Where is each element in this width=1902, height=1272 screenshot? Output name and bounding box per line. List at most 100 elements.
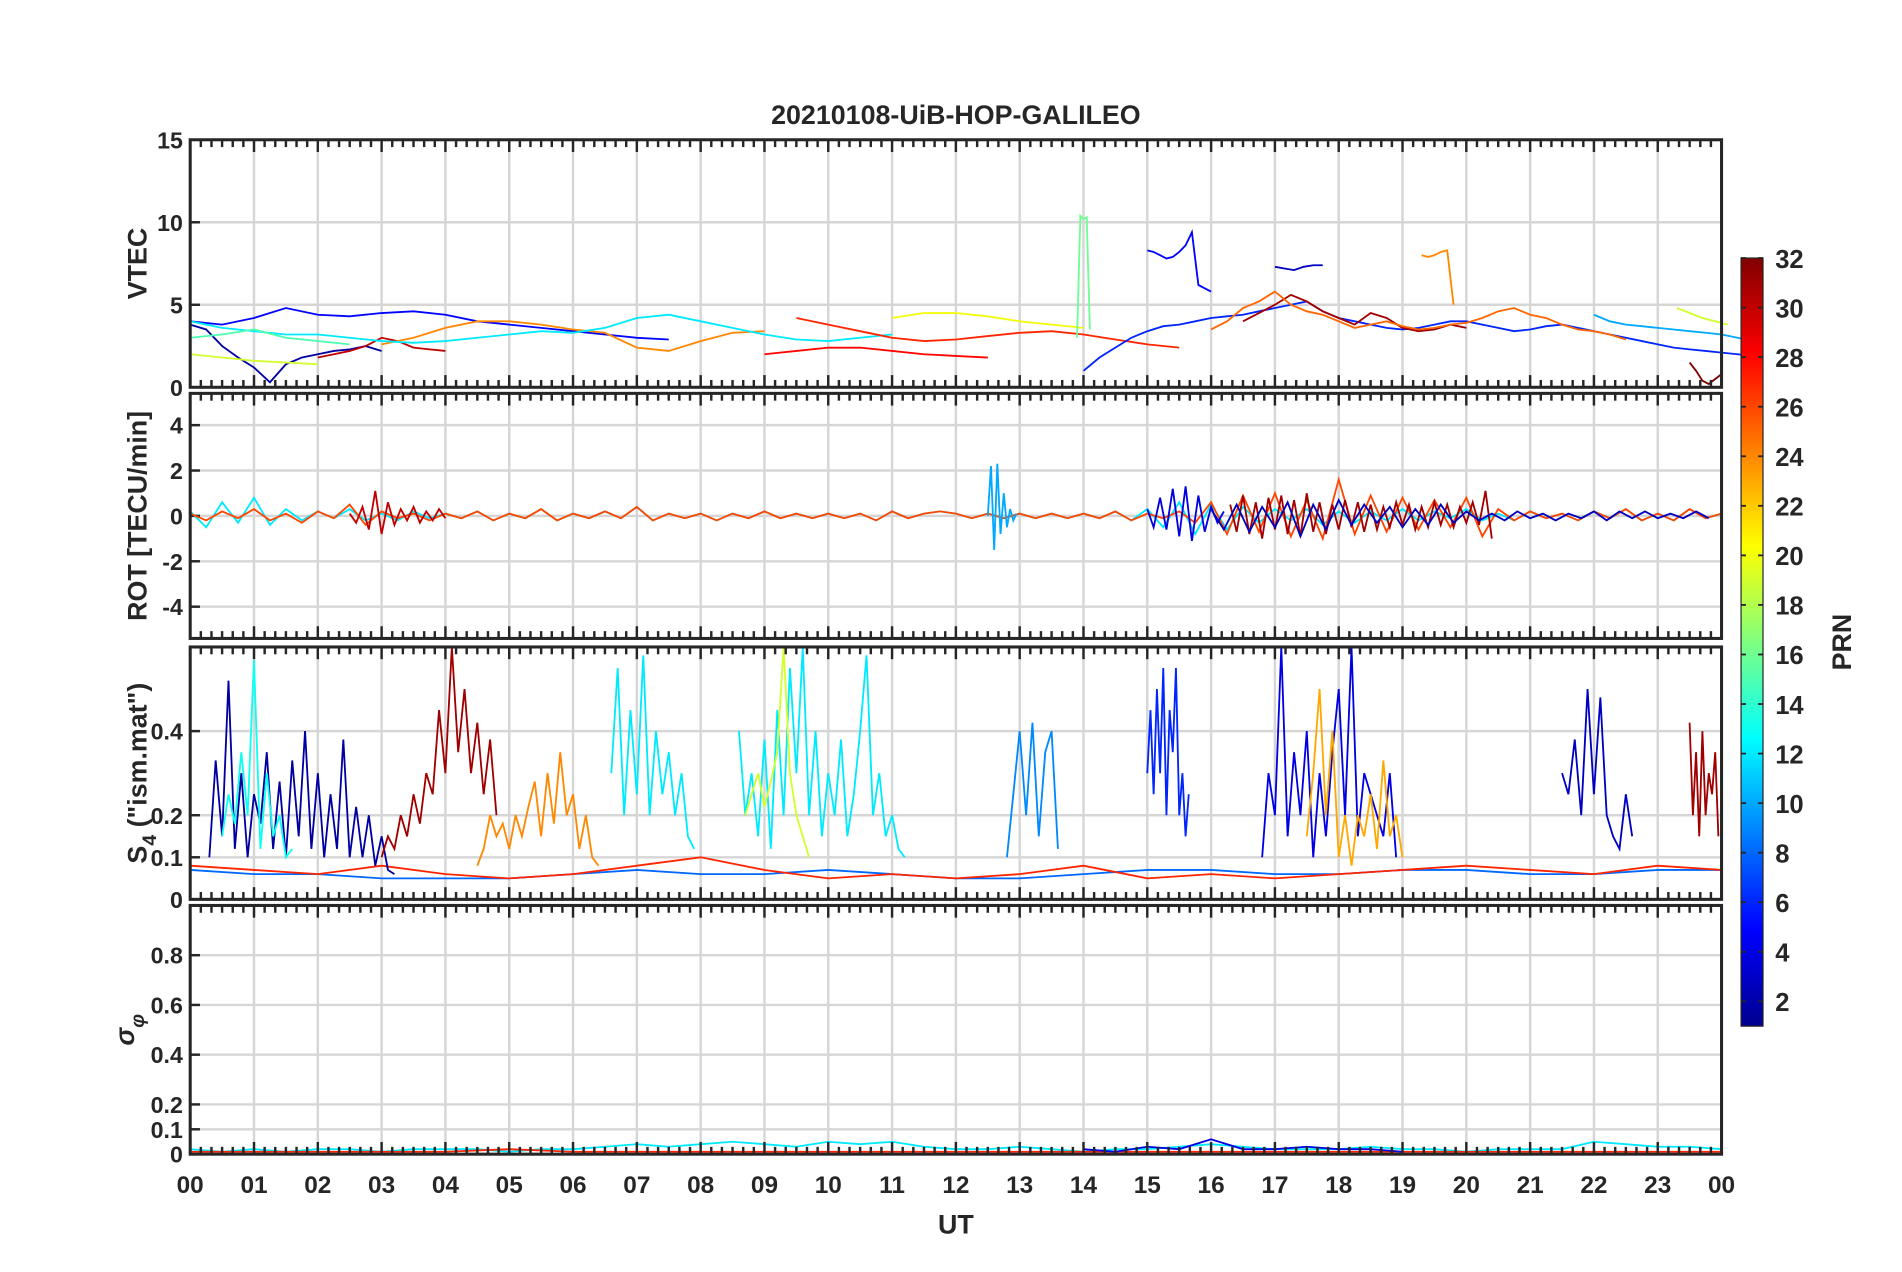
y-tick-label: 4 xyxy=(170,413,183,439)
series-line-prn-12 xyxy=(738,646,906,858)
x-tick-label: 20 xyxy=(1453,1172,1480,1199)
series-line-prn-23 xyxy=(1305,688,1404,866)
series-line-prn-24 xyxy=(1421,249,1455,305)
series-line-prn-20 xyxy=(891,312,1084,329)
series-line-prn-3 xyxy=(1210,497,1710,539)
x-tick-label: 04 xyxy=(432,1172,460,1199)
y-axis-label: VTEC xyxy=(122,228,152,300)
panel-1: -4 -2 0 2 4 ROT [TECU/min] xyxy=(122,391,1724,640)
series-line-prn-32 xyxy=(1688,361,1723,386)
series-line-prn-27 xyxy=(796,317,1180,349)
series-line-prn-10 xyxy=(986,463,1018,550)
x-tick-label: 11 xyxy=(879,1172,905,1199)
series-line-prn-5 xyxy=(190,307,669,341)
series-line-prn-12 xyxy=(610,655,696,850)
colorbar-tick-label: 8 xyxy=(1775,840,1789,868)
series-line-prn-26 xyxy=(189,476,1722,542)
y-tick-label: -4 xyxy=(162,594,183,620)
x-tick-label: 00 xyxy=(1708,1172,1735,1199)
y-tick-label: 0.1 xyxy=(151,1117,183,1143)
series-line-prn-5 xyxy=(1147,228,1212,293)
colorbar-tick-label: 10 xyxy=(1775,791,1803,819)
y-axis-label: ROT [TECU/min] xyxy=(122,411,152,621)
y-tick-label: 10 xyxy=(157,210,183,236)
y-tick-label: 0.2 xyxy=(151,803,183,829)
y-tick-label: 0.1 xyxy=(151,845,183,871)
axes-frame xyxy=(188,645,1724,901)
x-tick-label: 09 xyxy=(751,1172,778,1199)
y-tick-label: 0 xyxy=(170,503,183,529)
x-tick-label: 05 xyxy=(496,1172,523,1199)
y-tick-label: 15 xyxy=(157,127,183,153)
series-line-prn-24 xyxy=(476,752,600,867)
colorbar-tick-label: 28 xyxy=(1775,345,1803,373)
chart-title: 20210108-UiB-HOP-GALILEO xyxy=(771,100,1141,130)
y-tick-label: 0 xyxy=(170,887,183,913)
series-line-prn-3 xyxy=(1274,264,1323,272)
colorbar-gradient xyxy=(1740,257,1764,1027)
y-tick-label: 0.2 xyxy=(151,1092,183,1118)
axes-frame xyxy=(188,391,1724,640)
series-line-prn-28 xyxy=(764,346,988,359)
axes-frame xyxy=(188,138,1724,389)
x-tick-label: 02 xyxy=(304,1172,331,1199)
series-line-prn-27 xyxy=(190,856,1722,880)
series-line-prn-30 xyxy=(317,336,446,359)
y-tick-label: 0 xyxy=(170,1142,183,1168)
series-line-prn-12 xyxy=(190,313,893,344)
x-tick-label: 22 xyxy=(1580,1172,1607,1199)
series-line-prn-24 xyxy=(381,320,765,352)
colorbar-tick-label: 32 xyxy=(1775,246,1803,274)
series-line-prn-3 xyxy=(1561,688,1634,852)
axes-frame xyxy=(188,903,1724,1156)
series-line-prn-15 xyxy=(190,328,350,346)
colorbar-tick-label: 14 xyxy=(1775,692,1804,720)
x-tick-label: 06 xyxy=(559,1172,586,1199)
x-tick-label: 01 xyxy=(240,1172,267,1199)
series-line-prn-13 xyxy=(221,659,293,860)
y-tick-label: 5 xyxy=(170,292,183,318)
y-axis-label: σφ xyxy=(110,1014,149,1046)
y-tick-label: -2 xyxy=(162,549,183,575)
series-line-prn-19 xyxy=(1676,307,1729,326)
x-tick-label: 14 xyxy=(1070,1172,1098,1199)
series-line-prn-6 xyxy=(1146,668,1190,837)
series-line-prn-2 xyxy=(208,680,395,875)
series-line-prn-4 xyxy=(1146,486,1225,542)
x-tick-label: 17 xyxy=(1261,1172,1288,1199)
series-line-prn-31 xyxy=(380,646,498,858)
x-axis-label: UT xyxy=(938,1209,974,1239)
y-tick-label: 0.4 xyxy=(151,719,183,745)
x-tick-label: 15 xyxy=(1134,1172,1161,1199)
y-tick-label: 0.4 xyxy=(151,1042,183,1068)
colorbar-tick-label: 24 xyxy=(1775,444,1804,472)
panel-2: 0 0.1 0.2 0.4S4 ("ism.mat") xyxy=(122,645,1724,913)
x-tick-label: 10 xyxy=(815,1172,842,1199)
colorbar-tick-label: 16 xyxy=(1775,642,1803,670)
x-tick-label: 08 xyxy=(687,1172,714,1199)
series-line-prn-2 xyxy=(189,323,382,384)
series-line-prn-16 xyxy=(1076,213,1091,338)
series-line-prn-9 xyxy=(1006,722,1059,858)
panel-0: 0 5 10 15 VTEC xyxy=(122,127,1754,401)
x-tick-label: 19 xyxy=(1389,1172,1416,1199)
colorbar-tick-label: 22 xyxy=(1775,494,1803,522)
y-axis-label: S4 ("ism.mat") xyxy=(122,683,161,864)
colorbar-tick-label: 26 xyxy=(1775,394,1803,422)
colorbar-tick-label: 12 xyxy=(1775,741,1803,769)
colorbar-tick-label: 4 xyxy=(1775,940,1790,968)
x-tick-label: 23 xyxy=(1644,1172,1671,1199)
x-tick-label: 18 xyxy=(1325,1172,1352,1199)
series-line-prn-31 xyxy=(1688,722,1720,837)
x-tick-label: 07 xyxy=(623,1172,650,1199)
x-tick-label: 16 xyxy=(1198,1172,1225,1199)
series-line-prn-31 xyxy=(1242,293,1467,333)
series-line-prn-10 xyxy=(1593,313,1754,342)
y-tick-label: 0.8 xyxy=(151,943,183,969)
series-line-prn-19 xyxy=(744,646,810,858)
colorbar-tick-label: 20 xyxy=(1775,543,1803,571)
series-line-prn-4 xyxy=(1261,646,1398,858)
